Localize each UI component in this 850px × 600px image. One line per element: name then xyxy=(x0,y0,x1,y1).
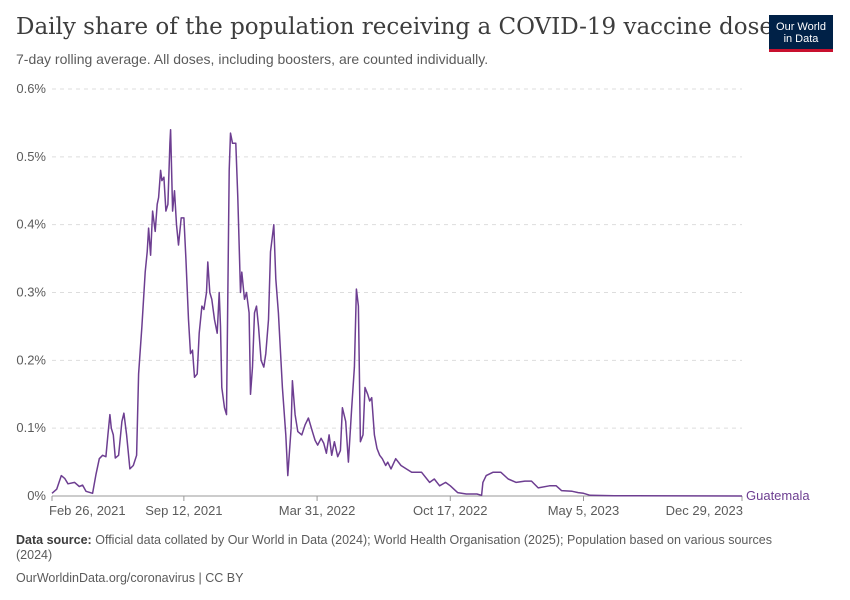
source-text: Official data collated by Our World in D… xyxy=(16,533,772,562)
x-tick-label: Dec 29, 2023 xyxy=(666,503,743,518)
grid-lines xyxy=(52,88,742,429)
x-tick-label: Feb 26, 2021 xyxy=(49,503,126,518)
y-tick-label: 0% xyxy=(27,488,46,503)
y-tick-label: 0.4% xyxy=(16,217,46,232)
y-tick-label: 0.6% xyxy=(16,81,46,96)
footer-credit[interactable]: OurWorldinData.org/coronavirus | CC BY xyxy=(16,571,244,585)
owid-logo[interactable]: Our World in Data xyxy=(769,15,833,52)
series-layer: Guatemala xyxy=(51,128,810,503)
logo-line-2: in Data xyxy=(783,33,819,45)
series-label-guatemala: Guatemala xyxy=(746,488,810,503)
y-tick-label: 0.3% xyxy=(16,285,46,300)
series-line-guatemala xyxy=(51,128,743,497)
y-tick-label: 0.1% xyxy=(16,420,46,435)
x-tick-label: Sep 12, 2021 xyxy=(145,503,222,518)
data-source: Data source: Official data collated by O… xyxy=(16,533,796,563)
y-tick-label: 0.2% xyxy=(16,352,46,367)
source-label: Data source: xyxy=(16,533,92,547)
axes: 0% 0.1% 0.2% 0.3% 0.4% 0.5% 0.6% Feb 26, 2021 Se… xyxy=(16,81,743,518)
chart-subtitle: 7-day rolling average. All doses, includ… xyxy=(16,51,489,67)
x-tick-label: Oct 17, 2022 xyxy=(413,503,487,518)
y-tick-label: 0.5% xyxy=(16,149,46,164)
logo-line-1: Our World xyxy=(776,21,826,33)
chart-title: Daily share of the population receiving … xyxy=(16,14,773,40)
x-tick-label: Mar 31, 2022 xyxy=(279,503,356,518)
x-tick-label: May 5, 2023 xyxy=(548,503,620,518)
